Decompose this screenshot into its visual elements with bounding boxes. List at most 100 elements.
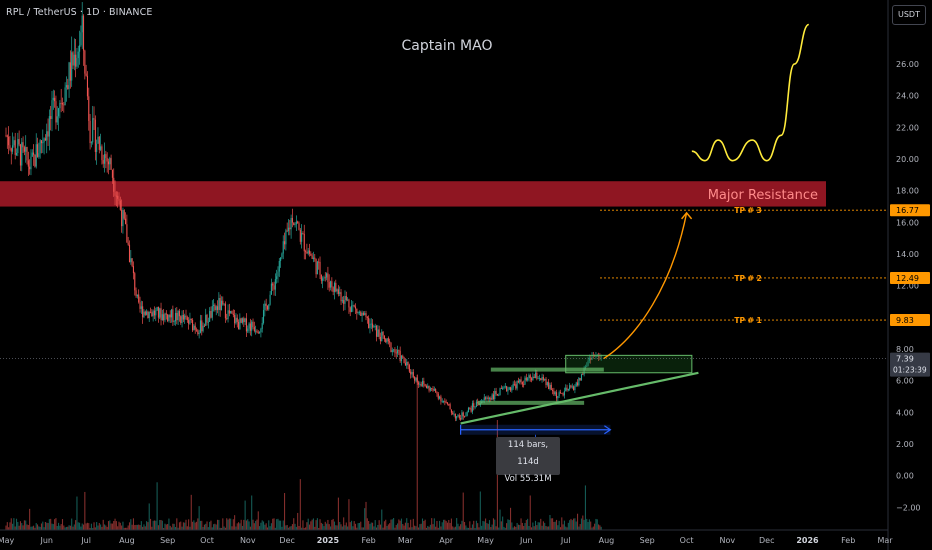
volume-bar — [35, 523, 37, 530]
volume-bar — [143, 524, 145, 530]
volume-bar — [17, 521, 19, 530]
volume-bar — [110, 523, 112, 530]
candle-body — [291, 217, 293, 223]
volume-bar — [509, 507, 512, 530]
candle-body — [19, 144, 22, 166]
volume-bar — [8, 527, 10, 530]
volume-bar — [163, 527, 165, 530]
candle-body — [81, 15, 83, 33]
candle-body — [385, 339, 387, 343]
x-tick-label: Aug — [119, 536, 135, 545]
volume-bar — [578, 526, 580, 530]
candle-body — [473, 403, 475, 408]
candle-body — [67, 85, 69, 90]
candle-body — [538, 378, 540, 380]
candle-body — [594, 355, 596, 357]
candle-body — [503, 386, 505, 389]
volume-bar — [345, 522, 347, 530]
candle-body — [375, 325, 378, 337]
volume-bar — [241, 525, 244, 530]
candle-body — [30, 156, 32, 170]
volume-bar — [113, 520, 115, 530]
volume-bar — [534, 520, 537, 530]
candle-body — [135, 290, 137, 297]
tp-label: TP # 2 — [734, 274, 761, 283]
candle-body — [172, 309, 174, 322]
volume-bar — [557, 525, 559, 530]
candle-body — [293, 222, 295, 225]
volume-bar — [240, 519, 242, 530]
candle-body — [169, 314, 171, 318]
candle-body — [336, 289, 338, 292]
candle-body — [524, 377, 526, 385]
volume-bar — [98, 523, 100, 530]
candle-body — [423, 381, 425, 385]
candle-body — [452, 412, 454, 415]
candle-body — [365, 313, 367, 318]
candle-body — [500, 388, 502, 389]
candle-body — [483, 397, 485, 401]
volume-bar — [361, 527, 363, 530]
tp3-price-tag-bg — [890, 204, 930, 217]
y-tick-label: 18.00 — [896, 187, 919, 196]
candle-body — [35, 144, 37, 167]
currency-button[interactable]: USDT — [892, 5, 926, 25]
volume-bar — [149, 518, 152, 530]
volume-bar — [125, 527, 127, 530]
candle-body — [411, 372, 413, 375]
volume-bar — [372, 522, 374, 530]
candle-body — [584, 366, 586, 368]
volume-bar — [184, 522, 186, 530]
volume-bar — [473, 520, 475, 530]
volume-bar — [446, 522, 449, 530]
candle-body — [404, 363, 406, 366]
symbol-title[interactable]: RPL / TetherUS · 1D · BINANCE — [6, 7, 153, 18]
candle-body — [42, 142, 44, 144]
tp1-price-tag: 9.83 — [896, 316, 914, 325]
candle-body — [415, 377, 417, 381]
volume-bar — [390, 519, 392, 530]
volume-bar — [34, 527, 36, 530]
candle-body — [38, 153, 40, 157]
time-axis[interactable]: May Jun Jul Aug Sep Oct Nov Dec 2025 Feb Mar Apr May… — [0, 529, 893, 545]
volume-bar — [301, 527, 303, 530]
volume-bar — [327, 519, 329, 530]
volume-bar — [466, 527, 468, 530]
candle-body — [107, 161, 110, 165]
volume-bar — [73, 524, 75, 530]
candle-body — [205, 314, 207, 326]
volume-bar — [109, 520, 111, 530]
candle-body — [14, 140, 16, 155]
volume-bar — [197, 518, 199, 530]
candle-body — [206, 314, 208, 323]
volume-bar — [100, 524, 102, 530]
volume-bar — [470, 527, 472, 530]
volume-bar — [245, 520, 247, 530]
candle-body — [595, 356, 597, 358]
volume-bar — [36, 524, 39, 530]
candle-body — [596, 356, 598, 357]
candle-body — [446, 402, 449, 404]
volume-bar — [102, 519, 104, 530]
volume-bar — [533, 526, 535, 530]
candle-body — [174, 312, 177, 322]
volume-bar — [260, 522, 262, 530]
volume-bar — [173, 523, 175, 530]
volume-bar — [394, 527, 396, 530]
volume-bar — [402, 523, 404, 530]
x-tick-label: Feb — [362, 536, 376, 545]
candle-body — [348, 299, 350, 308]
volume-bar — [160, 519, 162, 530]
candle-body — [248, 323, 250, 329]
price-axis[interactable]: 26.00 24.00 22.00 20.00 18.00 16.00 14.00 12.00… — [887, 0, 930, 550]
candle-body — [358, 312, 360, 314]
volume-bar — [545, 526, 547, 530]
volume-bar — [490, 527, 492, 530]
volume-bar — [540, 518, 542, 530]
volume-bar — [494, 519, 496, 530]
volume-bar — [305, 527, 307, 530]
candle-body — [361, 312, 363, 316]
candle-body — [320, 274, 322, 281]
candle-body — [226, 318, 228, 320]
